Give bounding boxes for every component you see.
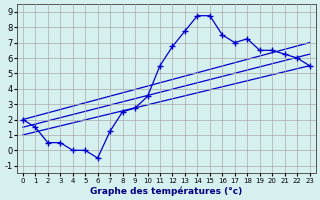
X-axis label: Graphe des températures (°c): Graphe des températures (°c)	[90, 186, 242, 196]
